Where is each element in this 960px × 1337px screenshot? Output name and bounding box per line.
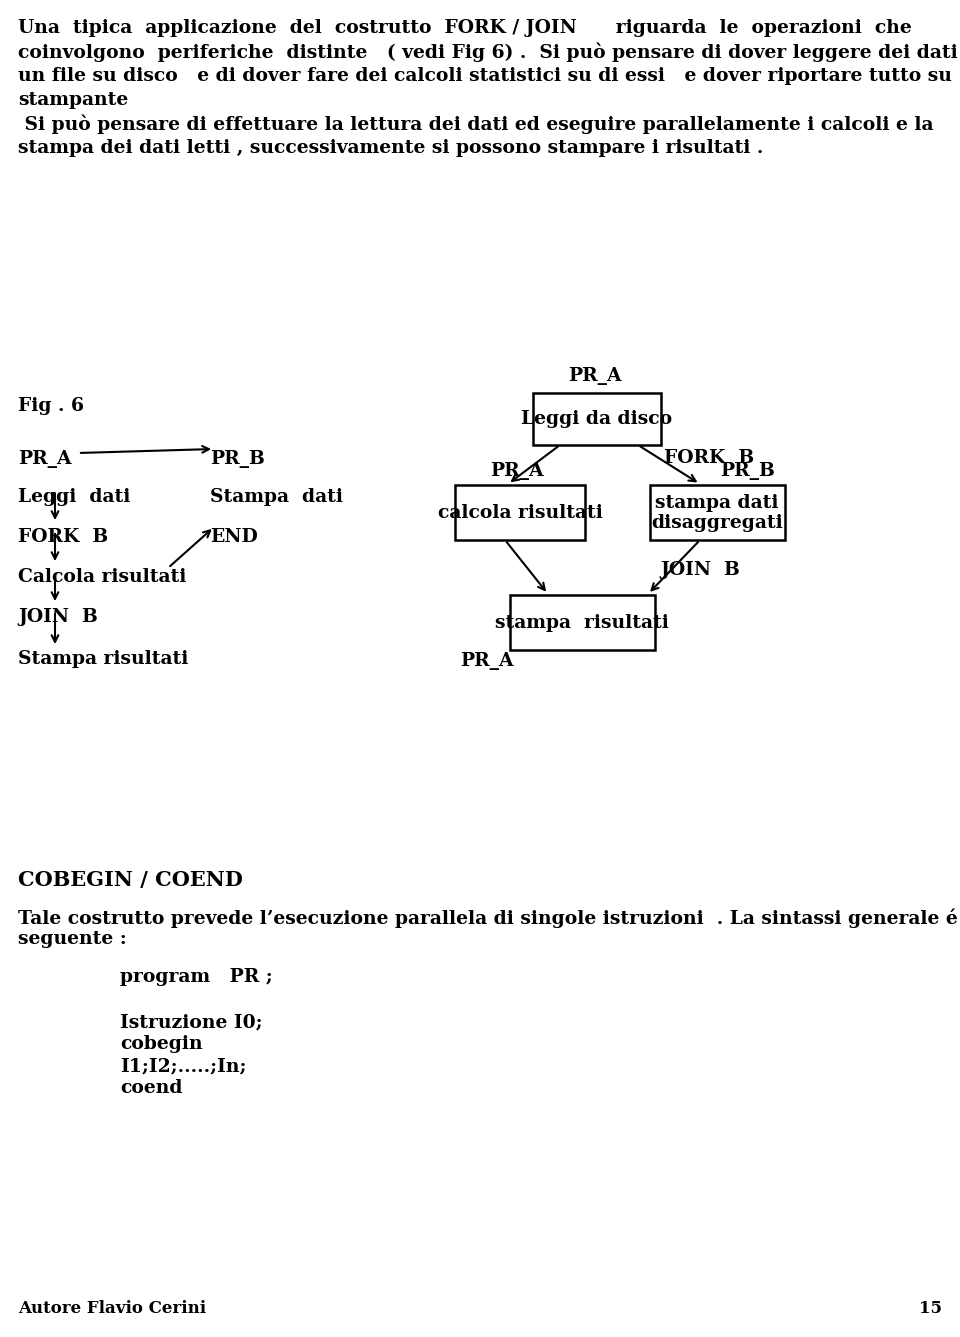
Text: Stampa risultati: Stampa risultati <box>18 650 188 668</box>
Text: stampa  risultati: stampa risultati <box>495 614 669 632</box>
Text: PR_A: PR_A <box>568 366 622 385</box>
Text: Fig . 6: Fig . 6 <box>18 397 84 414</box>
Text: Una  tipica  applicazione  del  costrutto  FORK / JOIN      riguarda  le  operaz: Una tipica applicazione del costrutto FO… <box>18 19 912 37</box>
Text: coend: coend <box>120 1079 182 1096</box>
Text: stampa dati
disaggregati: stampa dati disaggregati <box>651 493 782 532</box>
Text: calcola risultati: calcola risultati <box>438 504 603 521</box>
Text: coinvolgono  periferiche  distinte   ( vedi Fig 6) .  Si può pensare di dover le: coinvolgono periferiche distinte ( vedi … <box>18 43 960 63</box>
Text: stampante: stampante <box>18 91 129 110</box>
Text: Si può pensare di effettuare la lettura dei dati ed eseguire parallelamente i ca: Si può pensare di effettuare la lettura … <box>18 115 933 135</box>
Text: un file su disco   e di dover fare dei calcoli statistici su di essi   e dover r: un file su disco e di dover fare dei cal… <box>18 67 952 86</box>
Bar <box>650 485 785 540</box>
Bar <box>455 485 585 540</box>
Bar <box>510 595 655 650</box>
Text: Leggi da disco: Leggi da disco <box>521 410 673 428</box>
Text: Leggi  dati: Leggi dati <box>18 488 131 505</box>
Text: seguente :: seguente : <box>18 931 127 948</box>
Text: PR_B: PR_B <box>210 451 265 468</box>
Text: PR_A: PR_A <box>460 652 514 670</box>
Text: Autore Flavio Cerini: Autore Flavio Cerini <box>18 1300 206 1317</box>
Text: JOIN  B: JOIN B <box>660 562 740 579</box>
Text: stampa dei dati letti , successivamente si possono stampare i risultati .: stampa dei dati letti , successivamente … <box>18 139 763 156</box>
Text: JOIN  B: JOIN B <box>18 608 98 626</box>
Text: PR_A: PR_A <box>18 451 71 468</box>
Text: program   PR ;: program PR ; <box>120 968 273 985</box>
Text: cobegin: cobegin <box>120 1035 203 1054</box>
Text: Tale costrutto prevede l’esecuzione parallela di singole istruzioni  . La sintas: Tale costrutto prevede l’esecuzione para… <box>18 908 960 928</box>
Text: FORK  B: FORK B <box>18 528 108 545</box>
Text: 15: 15 <box>919 1300 942 1317</box>
Bar <box>533 393 661 445</box>
Text: I1;I2;.....;In;: I1;I2;.....;In; <box>120 1058 247 1075</box>
Text: Istruzione I0;: Istruzione I0; <box>120 1013 263 1031</box>
Text: END: END <box>210 528 257 545</box>
Text: PR_B: PR_B <box>720 463 775 480</box>
Text: FORK  B: FORK B <box>664 449 755 467</box>
Text: PR_A: PR_A <box>490 463 543 480</box>
Text: Stampa  dati: Stampa dati <box>210 488 343 505</box>
Text: Calcola risultati: Calcola risultati <box>18 568 186 586</box>
Text: COBEGIN / COEND: COBEGIN / COEND <box>18 870 243 890</box>
